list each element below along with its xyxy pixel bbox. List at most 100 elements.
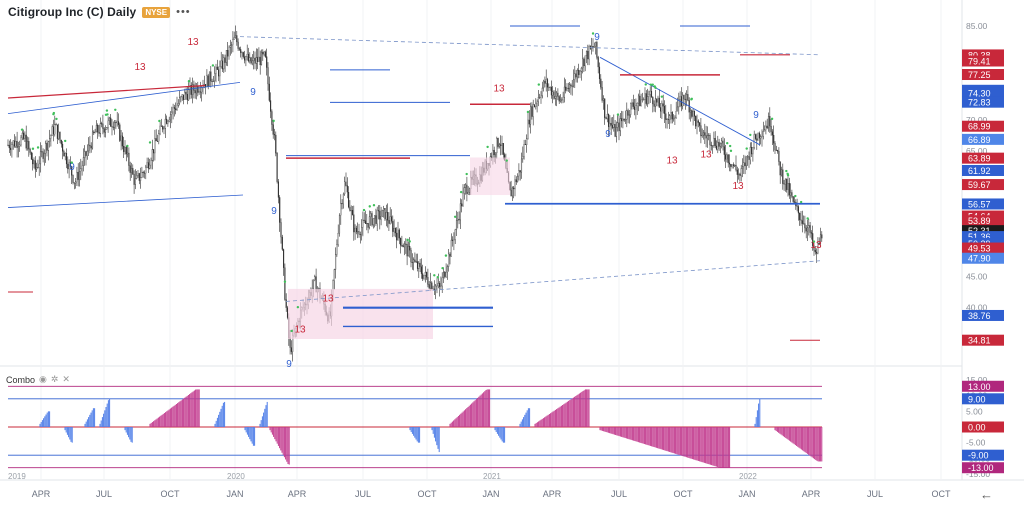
candle-body (86, 150, 88, 156)
candle-body (605, 117, 607, 120)
candle (704, 123, 706, 144)
candle-body (410, 249, 412, 263)
scroll-back-arrow-icon[interactable]: ← (980, 487, 993, 502)
candle-body (544, 80, 546, 84)
candle-body (171, 111, 173, 115)
candle (797, 205, 799, 221)
candle (41, 145, 43, 158)
candle (749, 142, 751, 165)
candle (345, 172, 347, 187)
candle-body (696, 120, 698, 127)
candle-body (615, 127, 617, 137)
candle-body (314, 276, 316, 280)
candle (665, 104, 667, 129)
candle-body (85, 151, 87, 156)
setup-dot (187, 80, 191, 83)
candle (397, 221, 399, 241)
candle (571, 80, 573, 96)
sequence-count-label: 9 (286, 359, 292, 370)
candle-body (662, 103, 664, 107)
candle-body (803, 223, 805, 225)
candle (34, 156, 36, 178)
candle-body (141, 172, 143, 178)
candle (167, 119, 169, 127)
candle-body (149, 164, 151, 169)
candle (33, 157, 35, 169)
candle (604, 98, 606, 125)
candle-body (819, 234, 822, 244)
candle (459, 198, 461, 229)
candle (566, 83, 568, 92)
candle (422, 264, 424, 281)
time-axis[interactable]: APR JUL OCT JAN APR JUL OCT JAN APR JUL OCT JAN APR J… (8, 472, 951, 499)
candle-body (695, 116, 697, 127)
setup-dot (749, 133, 752, 137)
candle (517, 173, 519, 183)
price-axis[interactable]: 85.0080.0075.0070.0065.0060.0055.0050.00… (962, 21, 1004, 479)
candle-body (587, 50, 589, 60)
candle (342, 192, 344, 209)
candle-body (237, 41, 239, 49)
candle-body (115, 122, 117, 124)
candle (315, 268, 317, 293)
candle-body (674, 117, 676, 119)
candle (545, 69, 547, 92)
candle (640, 93, 642, 107)
chart-title[interactable]: Citigroup Inc (C) Daily (8, 5, 137, 19)
ellipsis-icon[interactable]: ••• (176, 6, 191, 18)
price-pane[interactable]: 9 13 13 9 9 9 13 13 13 9 13 13 13 9 9 13 (7, 25, 823, 370)
candle-body (407, 246, 409, 257)
candle-body (375, 215, 377, 224)
candle-body (600, 78, 602, 88)
close-icon[interactable]: ✕ (62, 374, 70, 384)
candle (429, 272, 432, 292)
gear-icon[interactable]: ✲ (50, 374, 59, 384)
candle-body (125, 147, 127, 155)
candle (637, 93, 640, 112)
candle (687, 85, 689, 102)
candle (614, 120, 616, 138)
price-tick-label: 65.00 (966, 146, 988, 156)
candle-body (281, 236, 283, 250)
candle-body (593, 46, 595, 48)
candle-body (667, 119, 669, 120)
candle (216, 59, 218, 70)
candle-body (653, 103, 655, 107)
candle-body (637, 95, 640, 104)
setup-dot (799, 200, 803, 204)
candle (150, 157, 152, 170)
candle-body (133, 173, 135, 185)
candle-body (562, 97, 564, 100)
candle (37, 159, 39, 169)
candle (110, 113, 112, 127)
candle-body (736, 169, 738, 175)
candle-body (286, 307, 289, 318)
candle (653, 100, 655, 112)
candle-body (461, 203, 463, 207)
candle (75, 178, 77, 189)
candle (799, 212, 801, 226)
candle-body (541, 87, 543, 97)
sequence-count-label: 13 (700, 149, 712, 160)
candle-body (588, 46, 590, 60)
candle-body (277, 181, 279, 198)
candle-body (592, 46, 594, 48)
candle-body (160, 125, 162, 127)
candle (515, 176, 517, 185)
candle (203, 75, 205, 89)
setup-dot (296, 305, 300, 309)
candle (575, 69, 577, 83)
indicator-pane[interactable] (8, 385, 823, 469)
candle-body (241, 52, 243, 54)
candle (225, 50, 227, 66)
candle-body (120, 135, 122, 141)
candle (514, 175, 516, 197)
eye-icon[interactable]: ◉ (39, 374, 47, 384)
candle (427, 268, 429, 288)
candle (7, 139, 9, 147)
candle (801, 210, 803, 233)
candle (562, 91, 564, 104)
candle-body (82, 157, 84, 167)
candle (112, 121, 114, 131)
